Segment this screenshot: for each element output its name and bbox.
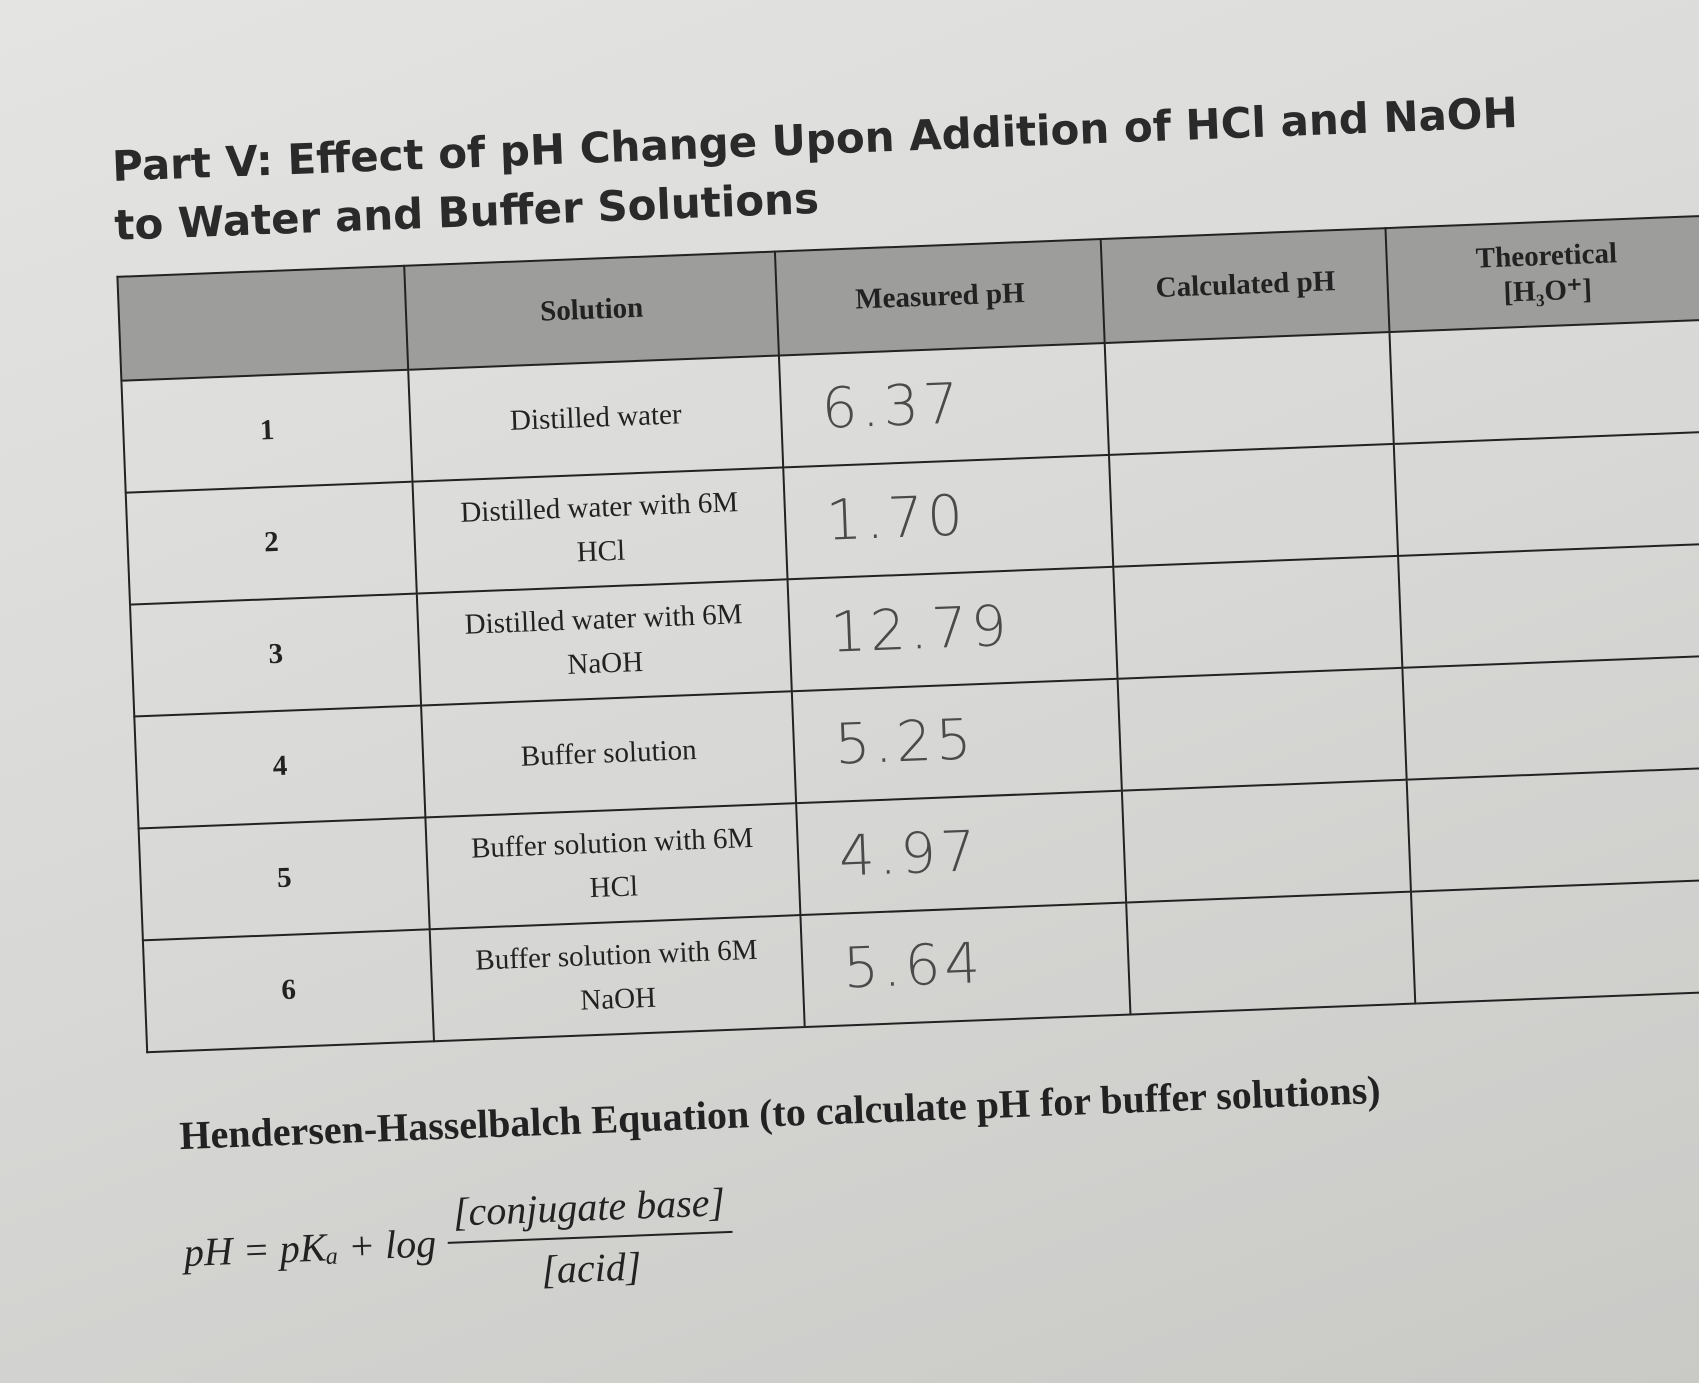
formula: pH = pKₐ + log [conjugate base] [acid] — [182, 1138, 1699, 1307]
denominator: [acid] — [540, 1243, 643, 1292]
header-cell: Theoretical [H₃O⁺] — [1385, 215, 1699, 332]
measured-ph: 5.25 — [791, 678, 1123, 803]
empty-cell — [1113, 555, 1403, 679]
empty-cell — [1407, 767, 1699, 892]
measured-ph: 4.97 — [795, 790, 1127, 915]
measured-ph: 6.37 — [778, 342, 1110, 468]
empty-cell — [1105, 331, 1395, 455]
row-number: 5 — [138, 816, 431, 940]
equation-section: Hendersen-Hasselbalch Equation (to calcu… — [179, 1051, 1699, 1307]
empty-cell — [1122, 779, 1412, 903]
empty-cell — [1109, 443, 1399, 567]
empty-cell — [1394, 431, 1699, 556]
formula-lhs: pH = pKₐ + log — [183, 1220, 437, 1276]
data-table: Solution Measured pH Calculated pH Theor… — [116, 214, 1699, 1052]
empty-cell — [1402, 655, 1699, 780]
solution-cell: Distilled water with 6M HCl — [412, 467, 788, 594]
solution-cell: Buffer solution — [421, 690, 796, 817]
measured-ph: 1.70 — [783, 454, 1114, 579]
equation-heading: Hendersen-Hasselbalch Equation (to calcu… — [178, 1066, 1382, 1158]
header-cell: Solution — [404, 251, 779, 370]
empty-cell — [1398, 543, 1699, 668]
row-number: 2 — [125, 481, 418, 605]
row-number: 1 — [121, 369, 413, 493]
header-cell — [117, 265, 409, 381]
solution-cell: Buffer solution with 6M HCl — [425, 802, 801, 929]
header-cell: Calculated pH — [1101, 227, 1390, 343]
content: Part V: Effect of pH Change Upon Additio… — [110, 48, 1699, 1308]
row-number: 6 — [142, 928, 435, 1052]
row-number: 3 — [129, 593, 422, 717]
row-number: 4 — [134, 705, 426, 829]
solution-cell: Distilled water — [408, 355, 784, 482]
empty-cell — [1118, 667, 1408, 791]
numerator: [conjugate base] — [446, 1177, 733, 1244]
measured-ph: 12.79 — [787, 566, 1119, 691]
table-body: 1 Distilled water 6.37 2 Distilled water wit… — [121, 319, 1699, 1052]
solution-cell: Buffer solution with 6M NaOH — [430, 914, 805, 1041]
fraction: [conjugate base] [acid] — [446, 1177, 734, 1297]
empty-cell — [1126, 891, 1416, 1015]
empty-cell — [1411, 878, 1699, 1004]
empty-cell — [1389, 319, 1699, 444]
measured-ph: 5.64 — [800, 902, 1131, 1027]
solution-cell: Distilled water with 6M NaOH — [417, 578, 792, 706]
header-cell: Measured pH — [774, 238, 1106, 356]
